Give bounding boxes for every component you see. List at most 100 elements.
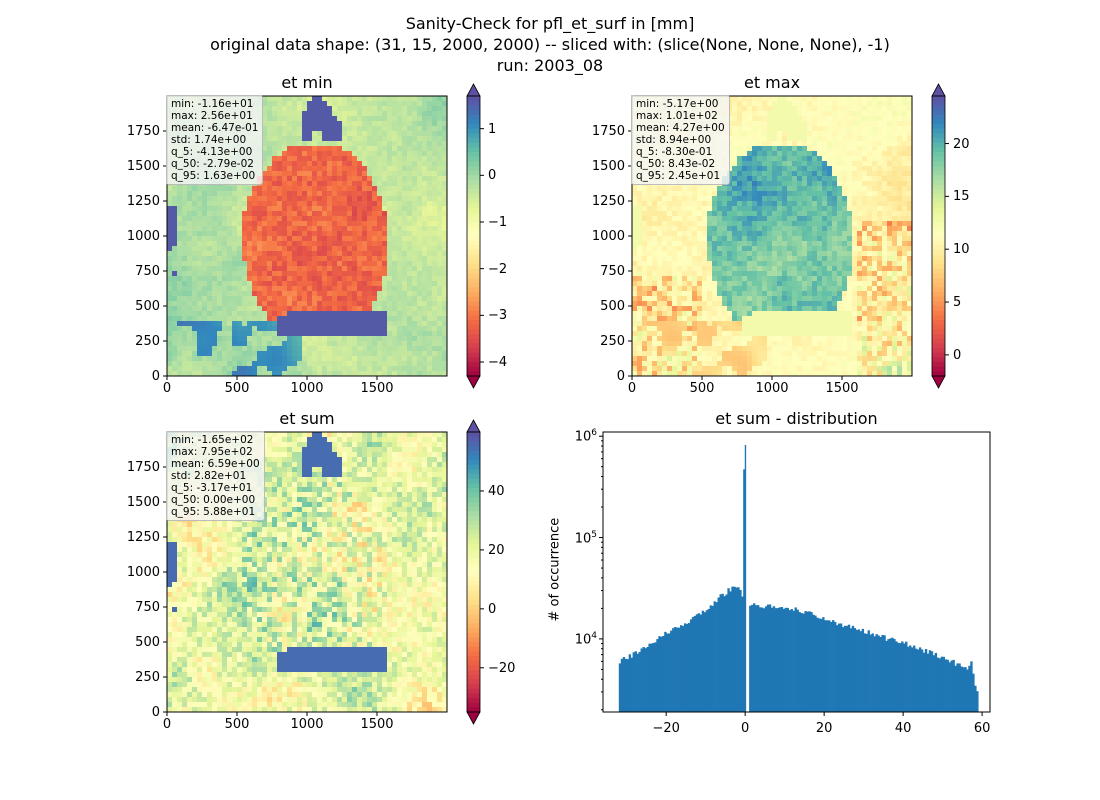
heatmap-cell xyxy=(437,121,443,127)
heatmap-cell xyxy=(387,136,393,142)
heatmap-cell xyxy=(747,341,753,347)
heatmap-cell xyxy=(432,171,438,177)
heatmap-cell xyxy=(277,346,283,352)
heatmap-cell xyxy=(232,266,238,272)
heatmap-cell xyxy=(702,346,708,352)
heatmap-cell xyxy=(682,276,688,282)
heatmap-cell xyxy=(777,111,783,117)
heatmap-cell xyxy=(192,276,198,282)
heatmap-cell xyxy=(387,356,393,362)
heatmap-cell xyxy=(282,276,288,282)
heatmap-cell xyxy=(227,241,233,247)
heatmap-cell xyxy=(667,291,673,297)
heatmap-cell xyxy=(362,271,368,277)
heatmap-cell xyxy=(257,341,263,347)
heatmap-cell xyxy=(772,176,778,182)
heatmap-cell xyxy=(262,361,268,367)
heatmap-cell xyxy=(677,191,683,197)
heatmap-cell xyxy=(322,286,328,292)
heatmap-cell xyxy=(767,156,773,162)
heatmap-cell xyxy=(782,236,788,242)
heatmap-cell xyxy=(382,221,388,227)
heatmap-cell xyxy=(217,271,223,277)
heatmap-cell xyxy=(767,181,773,187)
heatmap-cell xyxy=(307,171,313,177)
colorbar-segment xyxy=(467,175,480,181)
heatmap-cell xyxy=(247,266,253,272)
heatmap-cell xyxy=(367,291,373,297)
heatmap-cell xyxy=(247,351,253,357)
heatmap-cell xyxy=(182,341,188,347)
heatmap-cell xyxy=(417,306,423,312)
heatmap-cell xyxy=(727,311,733,317)
heatmap-cell xyxy=(222,256,228,262)
heatmap-cell xyxy=(312,176,318,182)
heatmap-cell xyxy=(202,226,208,232)
heatmap-cell xyxy=(252,331,258,337)
heatmap-cell xyxy=(767,231,773,237)
heatmap-cell xyxy=(237,241,243,247)
heatmap-cell xyxy=(767,251,773,257)
heatmap-cell xyxy=(782,201,788,207)
heatmap-cell xyxy=(207,326,213,332)
heatmap-cell xyxy=(327,126,333,132)
heatmap-cell xyxy=(397,306,403,312)
heatmap-cell xyxy=(747,261,753,267)
heatmap-cell xyxy=(742,341,748,347)
colorbar-segment xyxy=(467,287,480,293)
heatmap-cell xyxy=(262,326,268,332)
heatmap-cell xyxy=(307,296,313,302)
heatmap-cell xyxy=(262,286,268,292)
heatmap-cell xyxy=(417,176,423,182)
heatmap-cell xyxy=(407,346,413,352)
heatmap-cell xyxy=(372,241,378,247)
heatmap-cell xyxy=(777,96,783,102)
heatmap-cell xyxy=(437,356,443,362)
heatmap-cell xyxy=(702,291,708,297)
heatmap-cell xyxy=(657,211,663,217)
heatmap-cell xyxy=(697,201,703,207)
heatmap-cell xyxy=(262,346,268,352)
heatmap-cell xyxy=(707,351,713,357)
heatmap-cell xyxy=(312,246,318,252)
heatmap-cell xyxy=(242,311,248,317)
heatmap-cell xyxy=(752,236,758,242)
heatmap-cell xyxy=(772,291,778,297)
heatmap-cell xyxy=(642,321,648,327)
heatmap-cell xyxy=(442,141,448,147)
heatmap-cell xyxy=(647,316,653,322)
heatmap-cell xyxy=(747,276,753,282)
heatmap-cell xyxy=(197,351,203,357)
heatmap-cell xyxy=(777,346,783,352)
heatmap-cell xyxy=(722,291,728,297)
heatmap-cell xyxy=(287,161,293,167)
heatmap-cell xyxy=(407,111,413,117)
heatmap-cell xyxy=(252,281,258,287)
heatmap-cell xyxy=(372,261,378,267)
heatmap-cell xyxy=(362,211,368,217)
heatmap-cell xyxy=(272,226,278,232)
heatmap-cell xyxy=(332,211,338,217)
heatmap-cell xyxy=(322,151,328,157)
heatmap-cell xyxy=(777,146,783,152)
heatmap-cell xyxy=(397,191,403,197)
heatmap-cell xyxy=(302,111,308,117)
heatmap-cell xyxy=(167,296,173,302)
heatmap-cell xyxy=(412,126,418,132)
heatmap-cell xyxy=(327,366,333,372)
heatmap-cell xyxy=(717,266,723,272)
heatmap-cell xyxy=(312,116,318,122)
heatmap-cell xyxy=(757,271,763,277)
heatmap-cell xyxy=(317,371,323,377)
heatmap-cell xyxy=(227,341,233,347)
heatmap-cell xyxy=(707,336,713,342)
heatmap-cell xyxy=(292,161,298,167)
heatmap-cell xyxy=(297,201,303,207)
heatmap-cell xyxy=(402,316,408,322)
heatmap-cell xyxy=(317,246,323,252)
heatmap-cell xyxy=(197,356,203,362)
heatmap-cell xyxy=(352,316,358,322)
heatmap-cell xyxy=(337,241,343,247)
heatmap-cell xyxy=(422,206,428,212)
heatmap-cell xyxy=(297,186,303,192)
